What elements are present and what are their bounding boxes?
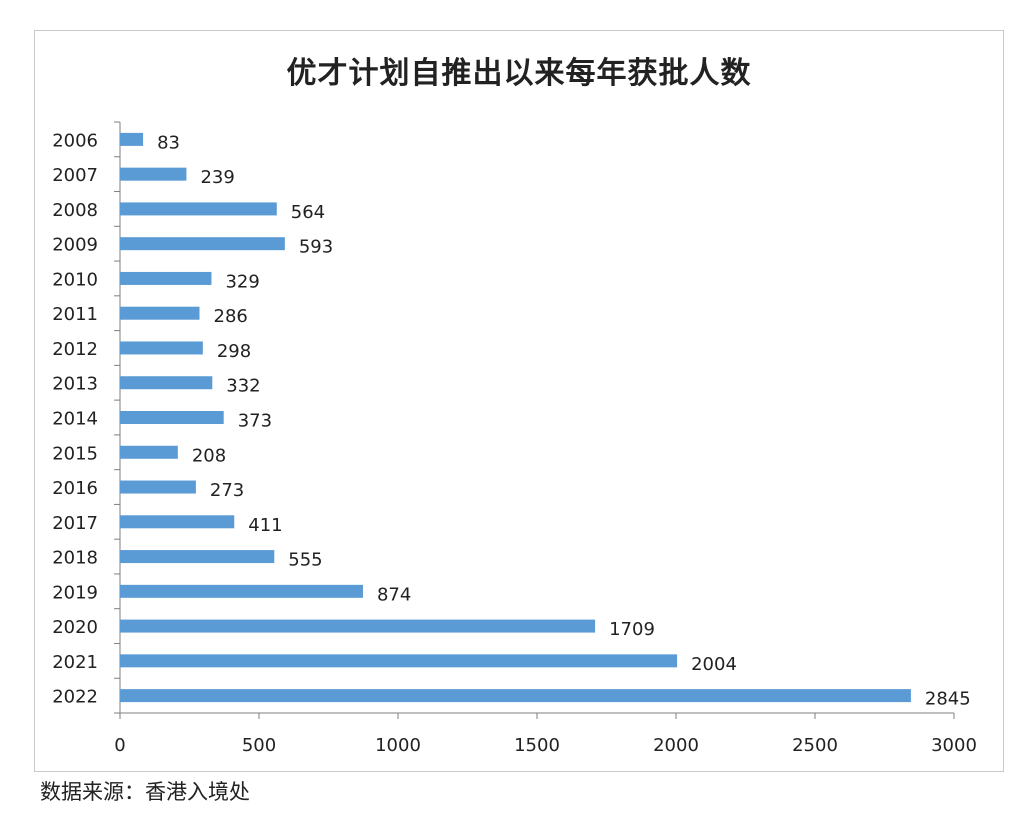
category-label: 2020 <box>52 617 98 638</box>
category-label: 2018 <box>52 548 98 569</box>
value-label: 298 <box>217 341 251 362</box>
value-label: 593 <box>299 237 333 258</box>
category-label: 2021 <box>52 652 98 673</box>
value-label: 286 <box>214 306 248 327</box>
bar-2011 <box>120 306 200 320</box>
category-label: 2013 <box>52 374 98 395</box>
value-label: 874 <box>377 584 411 605</box>
bar-2018 <box>120 550 275 564</box>
bar-2009 <box>120 237 285 251</box>
value-label: 564 <box>291 202 325 223</box>
bar-2008 <box>120 202 277 216</box>
value-label: 329 <box>225 271 259 292</box>
value-label: 373 <box>238 411 272 432</box>
category-label: 2010 <box>52 269 98 290</box>
bar-2022 <box>120 689 911 703</box>
category-label: 2019 <box>52 582 98 603</box>
bar-2016 <box>120 480 196 494</box>
category-label: 2009 <box>52 235 98 256</box>
bar-2020 <box>120 619 596 633</box>
bar-2019 <box>120 584 363 598</box>
bar-2012 <box>120 341 203 355</box>
bar-2015 <box>120 445 178 459</box>
data-source-note: 数据来源：香港入境处 <box>40 780 250 804</box>
x-tick-label: 1500 <box>514 735 560 756</box>
value-label: 411 <box>248 515 282 536</box>
bar-2021 <box>120 654 678 668</box>
bar-2010 <box>120 271 212 285</box>
category-label: 2006 <box>52 130 98 151</box>
value-label: 1709 <box>609 619 655 640</box>
category-label: 2011 <box>52 304 98 325</box>
category-label: 2014 <box>52 409 98 430</box>
x-tick-label: 0 <box>114 735 125 756</box>
category-label: 2017 <box>52 513 98 534</box>
value-label: 2004 <box>691 654 737 675</box>
bar-2017 <box>120 515 235 529</box>
bar-2013 <box>120 376 213 390</box>
value-label: 83 <box>157 132 180 153</box>
value-label: 239 <box>200 167 234 188</box>
category-label: 2022 <box>52 687 98 708</box>
value-label: 555 <box>288 550 322 571</box>
category-label: 2007 <box>52 165 98 186</box>
bar-2007 <box>120 167 187 181</box>
value-label: 2845 <box>925 689 971 710</box>
bar-2006 <box>120 132 144 146</box>
chart-frame <box>34 30 1004 772</box>
value-label: 208 <box>192 445 226 466</box>
category-label: 2015 <box>52 443 98 464</box>
x-tick-label: 3000 <box>931 735 977 756</box>
category-label: 2016 <box>52 478 98 499</box>
category-label: 2008 <box>52 200 98 221</box>
x-tick-label: 2500 <box>792 735 838 756</box>
x-tick-label: 1000 <box>375 735 421 756</box>
chart-title: 优才计划自推出以来每年获批人数 <box>286 56 752 91</box>
x-tick-label: 500 <box>242 735 276 756</box>
category-label: 2012 <box>52 339 98 360</box>
bar-2014 <box>120 411 224 424</box>
value-label: 332 <box>226 376 260 397</box>
value-label: 273 <box>210 480 244 501</box>
x-tick-label: 2000 <box>653 735 699 756</box>
